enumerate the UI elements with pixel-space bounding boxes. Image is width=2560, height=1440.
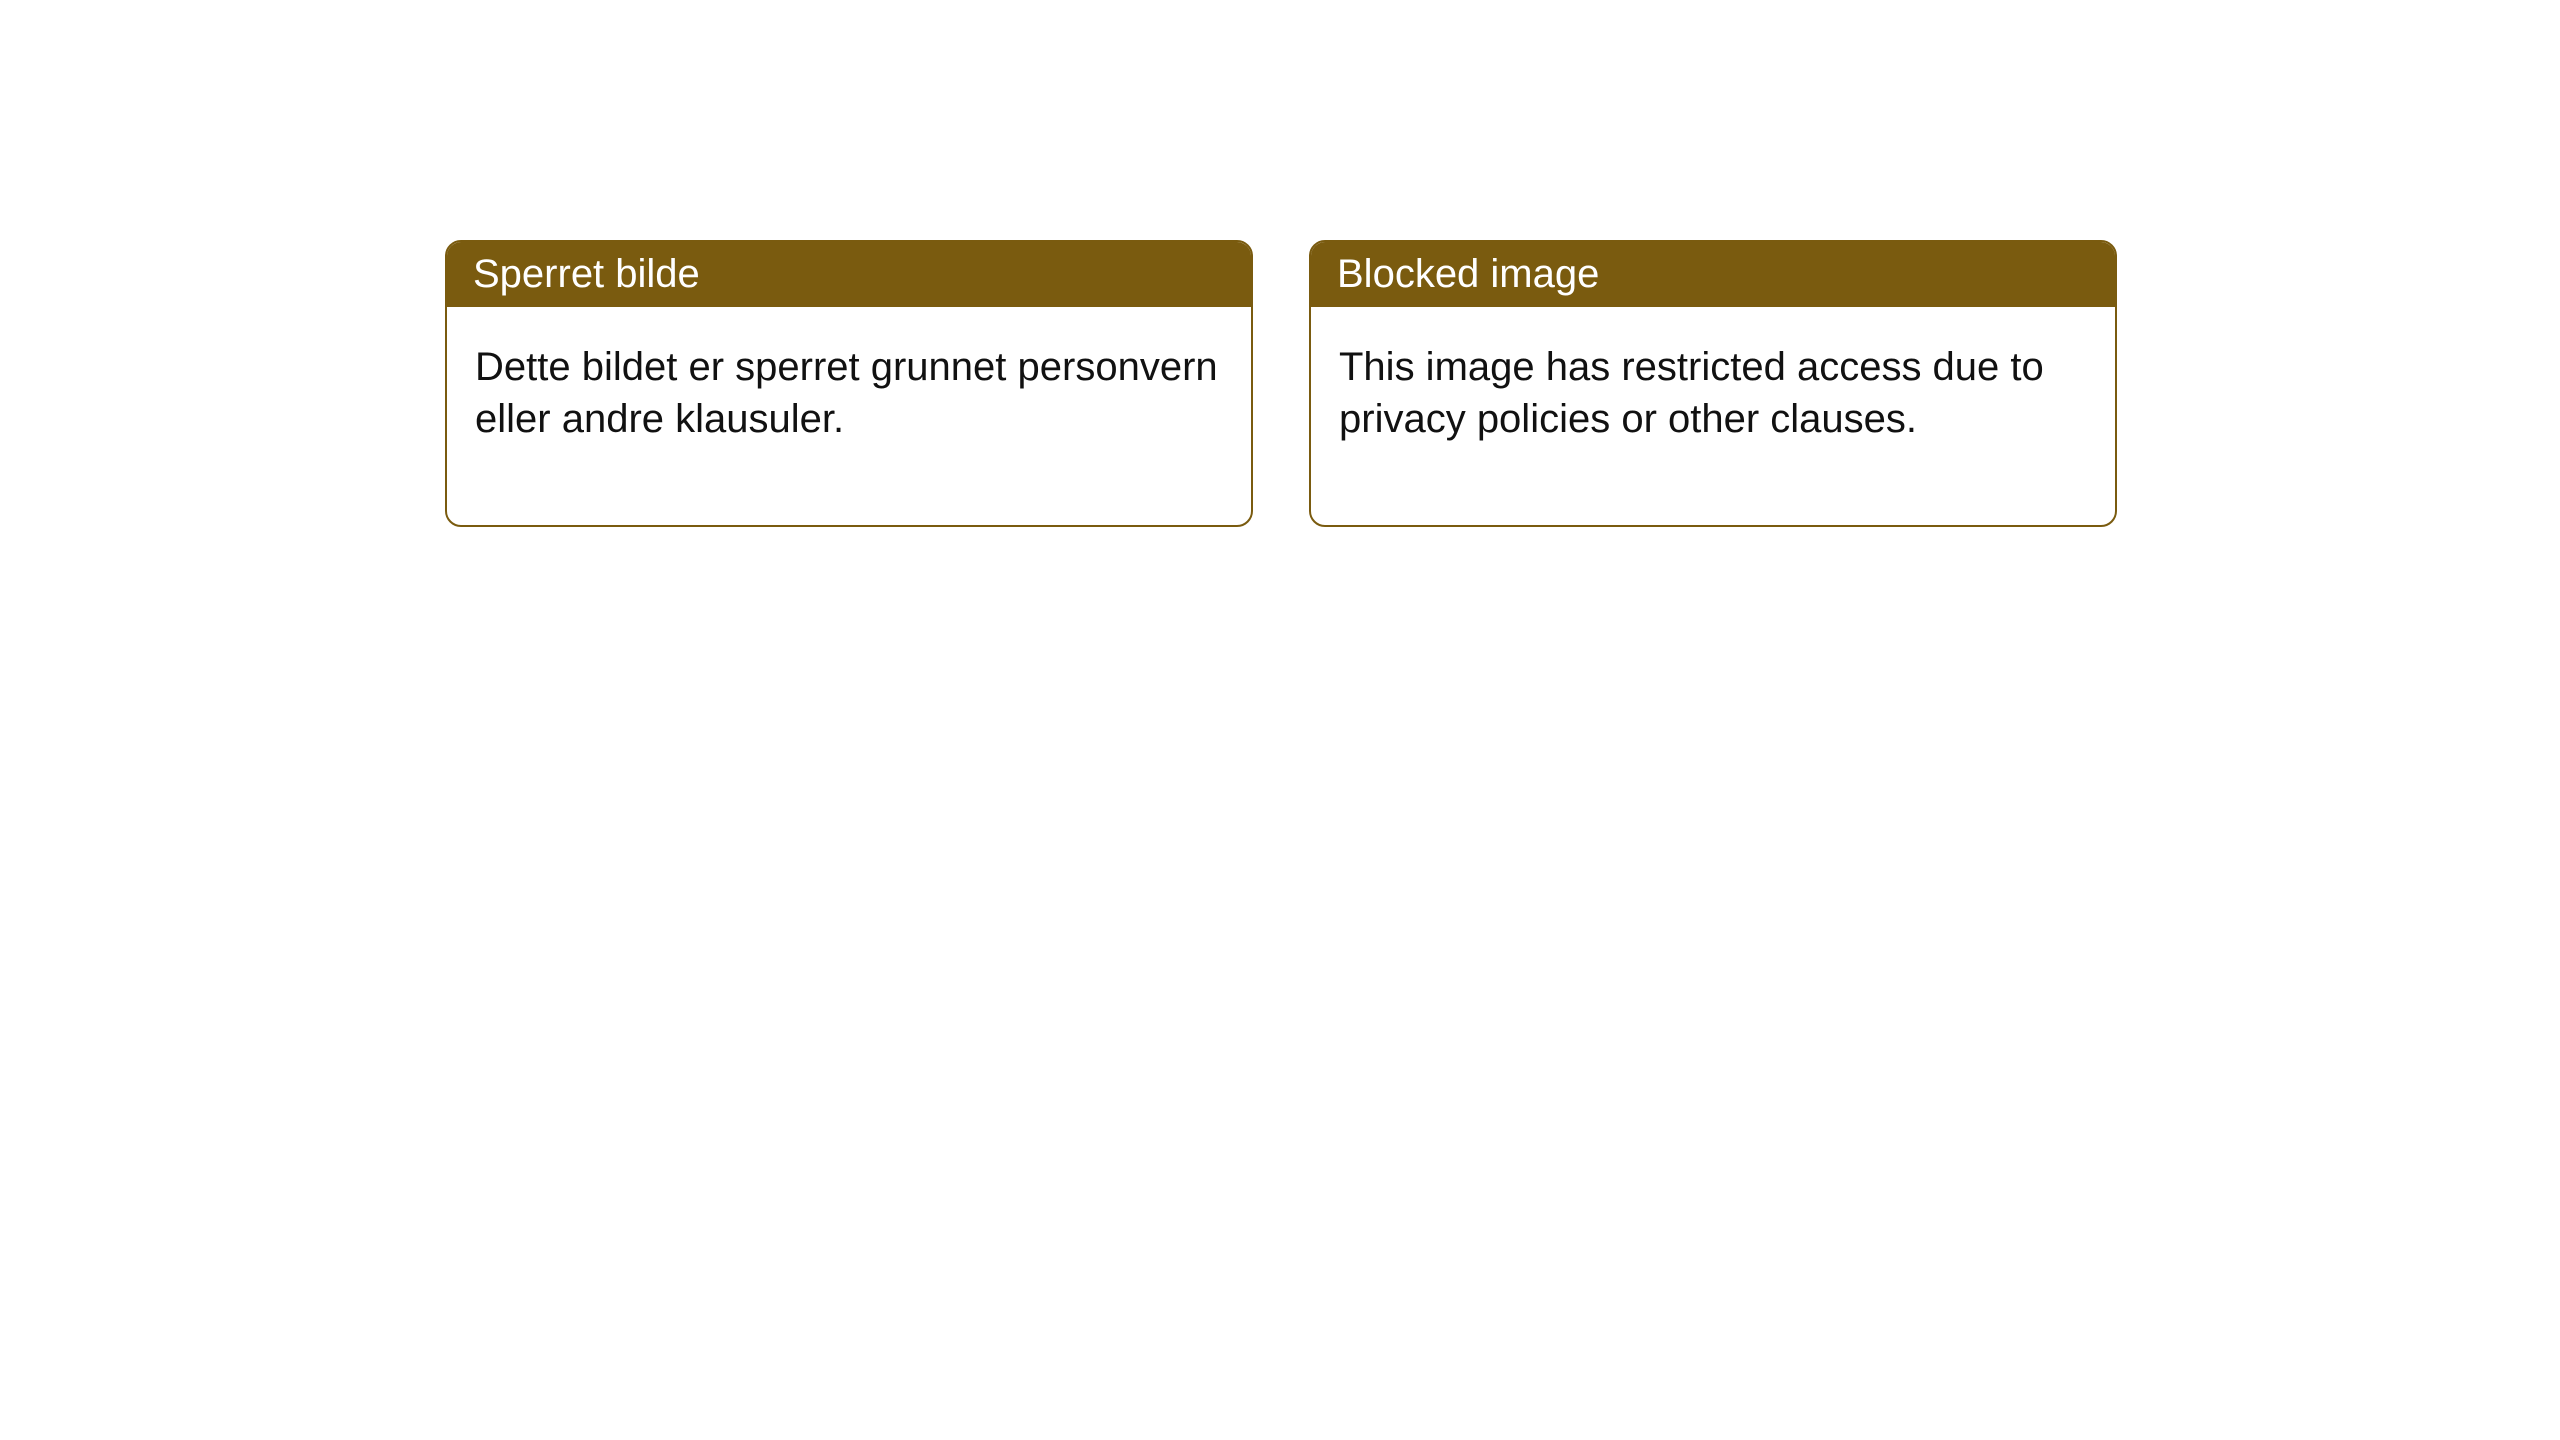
notice-title-norwegian: Sperret bilde <box>447 242 1251 307</box>
notice-body-norwegian: Dette bildet er sperret grunnet personve… <box>447 307 1251 525</box>
notice-title-english: Blocked image <box>1311 242 2115 307</box>
notice-card-english: Blocked image This image has restricted … <box>1309 240 2117 527</box>
notice-container: Sperret bilde Dette bildet er sperret gr… <box>445 240 2117 527</box>
notice-body-english: This image has restricted access due to … <box>1311 307 2115 525</box>
notice-card-norwegian: Sperret bilde Dette bildet er sperret gr… <box>445 240 1253 527</box>
